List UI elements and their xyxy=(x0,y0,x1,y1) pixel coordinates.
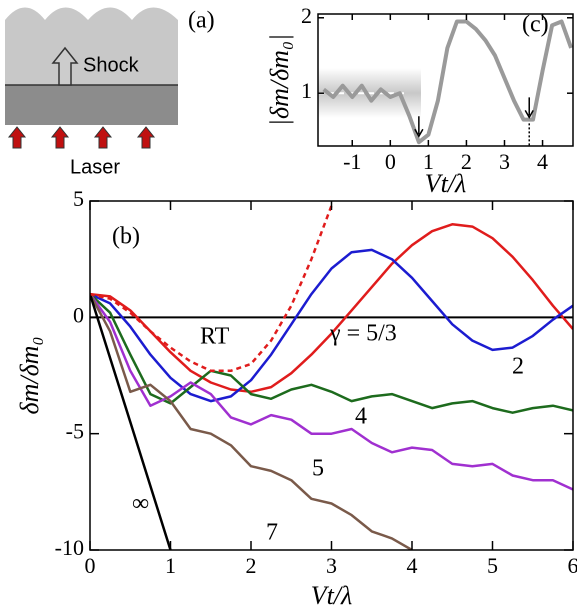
x-tick-label: 0 xyxy=(385,149,396,174)
panel-label: (c) xyxy=(522,12,549,38)
x-tick-label: 4 xyxy=(407,553,418,578)
series-label: γ = 5/3 xyxy=(329,321,397,347)
y-tick-label: 0 xyxy=(73,302,84,327)
shock-label: Shock xyxy=(83,54,140,76)
panel-label: (b) xyxy=(112,224,140,250)
y-tick-label: 5 xyxy=(73,186,84,211)
series-line xyxy=(90,293,573,414)
plot xyxy=(318,19,573,145)
plot-frame xyxy=(89,200,574,551)
target-layer xyxy=(5,7,178,85)
x-tick-label: 1 xyxy=(165,553,176,578)
x-tick-label: 1 xyxy=(423,149,434,174)
x-tick-label: 4 xyxy=(537,149,548,174)
series-line xyxy=(90,293,413,550)
series-line xyxy=(90,293,172,550)
x-tick-label: -1 xyxy=(343,149,361,174)
x-axis-label: Vt/λ xyxy=(425,169,467,198)
series-line xyxy=(90,205,333,373)
x-axis-label: Vt/λ xyxy=(311,581,353,610)
y-axis-label: |δm/δm₀| xyxy=(265,34,294,126)
x-tick-label: 3 xyxy=(326,553,337,578)
series-label: 5 xyxy=(312,456,324,482)
panel-a: Shock Laser (a) xyxy=(5,7,215,178)
panel-label: (a) xyxy=(188,8,215,34)
arrow xyxy=(414,116,424,138)
shock-arrow xyxy=(51,46,79,86)
series-line xyxy=(90,223,573,394)
x-tick-label: 3 xyxy=(499,149,510,174)
series-label: 7 xyxy=(266,520,278,546)
y-tick-label: -5 xyxy=(66,419,84,444)
laser-label: Laser xyxy=(70,156,120,178)
plot-frame xyxy=(317,13,574,147)
series-line xyxy=(90,248,573,403)
x-tick-label: 2 xyxy=(461,149,472,174)
arrow xyxy=(524,97,534,119)
series-label: 4 xyxy=(355,404,367,430)
x-tick-label: 5 xyxy=(487,553,498,578)
y-tick-label: 2 xyxy=(301,3,312,28)
y-tick-label: -10 xyxy=(55,535,84,560)
x-tick-label: 6 xyxy=(568,553,577,578)
y-tick-label: 1 xyxy=(301,78,312,103)
compressed-layer xyxy=(5,85,178,125)
y-axis-label: δm/δm₀ xyxy=(15,337,44,415)
x-tick-label: 2 xyxy=(246,553,257,578)
plot xyxy=(90,205,573,550)
series-label: 2 xyxy=(512,354,524,380)
series-line xyxy=(322,19,573,145)
series-label: RT xyxy=(200,324,230,350)
laser-arrows xyxy=(7,126,156,149)
x-tick-label: 0 xyxy=(85,553,96,578)
series-label: ∞ xyxy=(132,491,149,517)
series-line xyxy=(90,293,573,491)
